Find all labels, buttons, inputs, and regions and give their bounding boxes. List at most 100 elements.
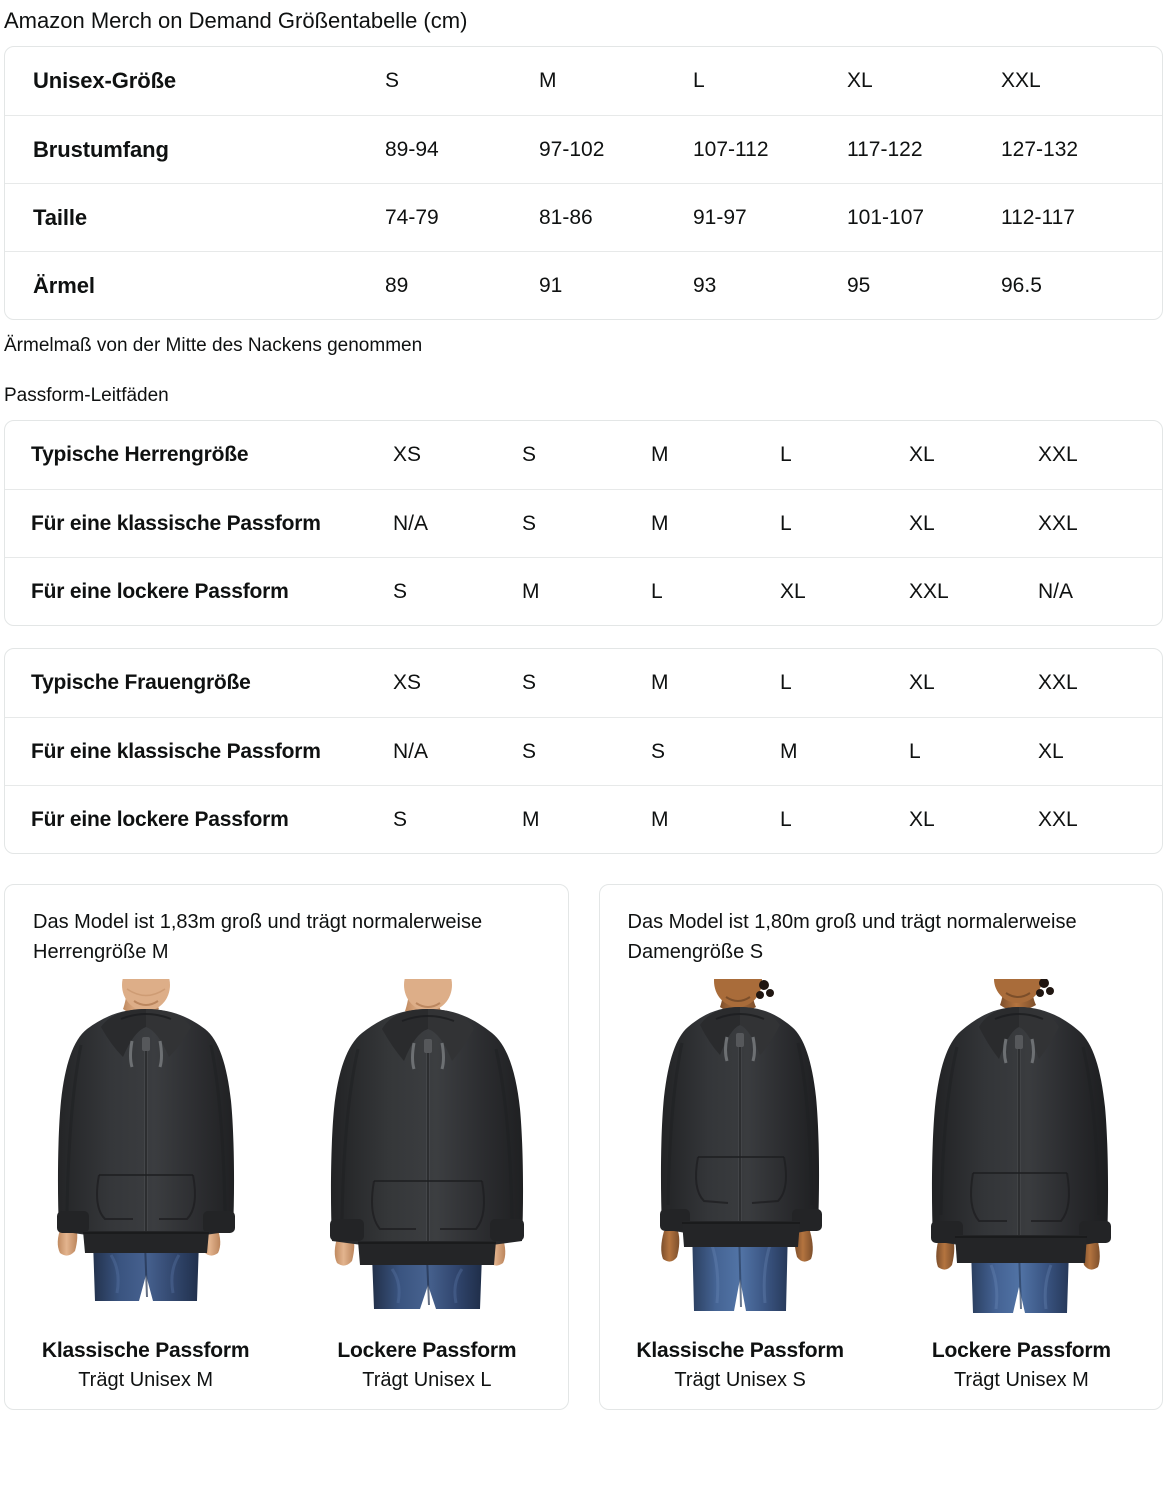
wears-label: Trägt Unisex L	[362, 1369, 492, 1391]
wears-label: Trägt Unisex M	[78, 1369, 214, 1391]
cell: M	[651, 511, 669, 535]
cell: 107-112	[693, 137, 769, 161]
cell: XL	[847, 69, 873, 92]
cell: 81-86	[539, 205, 593, 229]
wears-label: Trägt Unisex S	[674, 1369, 806, 1391]
fit-label: Lockere Passform	[931, 1339, 1111, 1362]
cell: XL	[909, 511, 935, 535]
cell: 91-97	[693, 205, 747, 229]
cell: M	[651, 807, 669, 831]
table-row: Taille 74-79 81-86 91-97 101-107 112-117	[5, 183, 1162, 251]
table-row: Unisex-Größe S M L XL XXL	[5, 47, 1162, 115]
figure-captions: Klassische Passform Trägt Unisex M Locke…	[5, 1337, 568, 1395]
table-row: Für eine lockere Passform S M L XL XXL N…	[5, 557, 1162, 625]
model-cards: Das Model ist 1,83m groß und trägt norma…	[4, 884, 1163, 1410]
row-header: Ärmel	[33, 272, 95, 298]
cell: 89-94	[385, 137, 439, 161]
wears-label: Trägt Unisex M	[953, 1369, 1089, 1391]
cell: M	[780, 739, 798, 763]
cell: M	[539, 69, 557, 92]
cell: 117-122	[847, 137, 923, 161]
cell: 127-132	[1001, 137, 1079, 161]
cell: L	[909, 739, 921, 763]
fit-label: Klassische Passform	[41, 1339, 250, 1362]
figure-caption: Lockere Passform Trägt Unisex M	[881, 1337, 1162, 1395]
row-header: Typische Herrengröße	[31, 443, 249, 466]
cell: S	[522, 443, 537, 466]
page-title: Amazon Merch on Demand Größentabelle (cm…	[4, 8, 468, 33]
cell: S	[522, 671, 537, 694]
cell: XXL	[1001, 69, 1041, 92]
cell: M	[522, 579, 540, 603]
cell: XXL	[1038, 807, 1078, 831]
table-row: Für eine lockere Passform S M M L XL XXL	[5, 785, 1162, 853]
womens-fit-guide-table: Typische Frauengröße XS S M L XL XXL Für…	[4, 648, 1163, 854]
cell: XL	[909, 443, 935, 466]
cell: XXL	[1038, 671, 1078, 694]
table-row: Brustumfang 89-94 97-102 107-112 117-122…	[5, 115, 1162, 183]
cell: N/A	[1038, 579, 1074, 603]
cell: 95	[847, 273, 871, 297]
cell: N/A	[393, 739, 429, 763]
mens-fit-guide-table: Typische Herrengröße XS S M L XL XXL Für…	[4, 420, 1163, 626]
female-model-classic-fit-photo	[600, 979, 881, 1319]
cell: S	[393, 807, 408, 831]
table-row: Für eine klassische Passform N/A S M L X…	[5, 489, 1162, 557]
cell: 91	[539, 273, 563, 297]
table-row: Ärmel 89 91 93 95 96.5	[5, 251, 1162, 319]
cell: 89	[385, 273, 409, 297]
cell: M	[651, 671, 669, 694]
cell: S	[522, 511, 537, 535]
unisex-size-table: Unisex-Größe S M L XL XXL Brustumfang 89…	[4, 46, 1163, 320]
cell: XL	[1038, 739, 1064, 763]
male-model-relaxed-fit-photo	[286, 979, 567, 1319]
cell: 74-79	[385, 205, 439, 229]
figure-captions: Klassische Passform Trägt Unisex S Locke…	[600, 1337, 1163, 1395]
row-header: Für eine lockere Passform	[31, 579, 289, 603]
cell: XL	[909, 807, 935, 831]
cell: 93	[693, 273, 717, 297]
row-header: Für eine lockere Passform	[31, 807, 289, 831]
cell: XL	[780, 579, 806, 603]
model-description: Das Model ist 1,83m groß und trägt norma…	[33, 911, 483, 963]
row-header: Typische Frauengröße	[31, 671, 251, 694]
figure-caption: Klassische Passform Trägt Unisex S	[600, 1337, 881, 1395]
cell: L	[780, 671, 792, 694]
cell: 96.5	[1001, 273, 1042, 297]
row-header: Unisex-Größe	[33, 68, 177, 93]
cell: S	[393, 579, 408, 603]
model-figures	[5, 979, 568, 1319]
model-description: Das Model ist 1,80m groß und trägt norma…	[627, 911, 1077, 963]
cell: XXL	[909, 579, 949, 603]
fit-label: Lockere Passform	[337, 1339, 517, 1362]
row-header: Für eine klassische Passform	[31, 739, 321, 763]
table-row: Typische Herrengröße XS S M L XL XXL	[5, 421, 1162, 489]
cell: M	[522, 807, 540, 831]
cell: XXL	[1038, 443, 1078, 466]
cell: 97-102	[539, 137, 605, 161]
cell: S	[651, 739, 666, 763]
female-model-relaxed-fit-photo	[881, 979, 1162, 1319]
cell: L	[651, 579, 663, 603]
cell: 112-117	[1001, 205, 1075, 229]
row-header: Für eine klassische Passform	[31, 511, 321, 535]
cell: N/A	[393, 511, 429, 535]
cell: XXL	[1038, 511, 1078, 535]
cell: XS	[393, 671, 422, 694]
fit-guides-heading: Passform-Leitfäden	[4, 385, 169, 406]
cell: L	[780, 443, 792, 466]
cell: L	[780, 511, 792, 535]
male-model-classic-fit-photo	[5, 979, 286, 1319]
fit-label: Klassische Passform	[636, 1339, 844, 1362]
cell: L	[693, 69, 705, 92]
sleeve-measurement-note: Ärmelmaß von der Mitte des Nackens genom…	[4, 335, 423, 356]
row-header: Taille	[33, 204, 88, 230]
mens-model-card: Das Model ist 1,83m groß und trägt norma…	[4, 884, 569, 1410]
cell: XL	[909, 671, 935, 694]
cell: M	[651, 443, 669, 466]
table-row: Typische Frauengröße XS S M L XL XXL	[5, 649, 1162, 717]
cell: S	[385, 69, 400, 92]
row-header: Brustumfang	[33, 136, 169, 162]
cell: XS	[393, 443, 422, 466]
